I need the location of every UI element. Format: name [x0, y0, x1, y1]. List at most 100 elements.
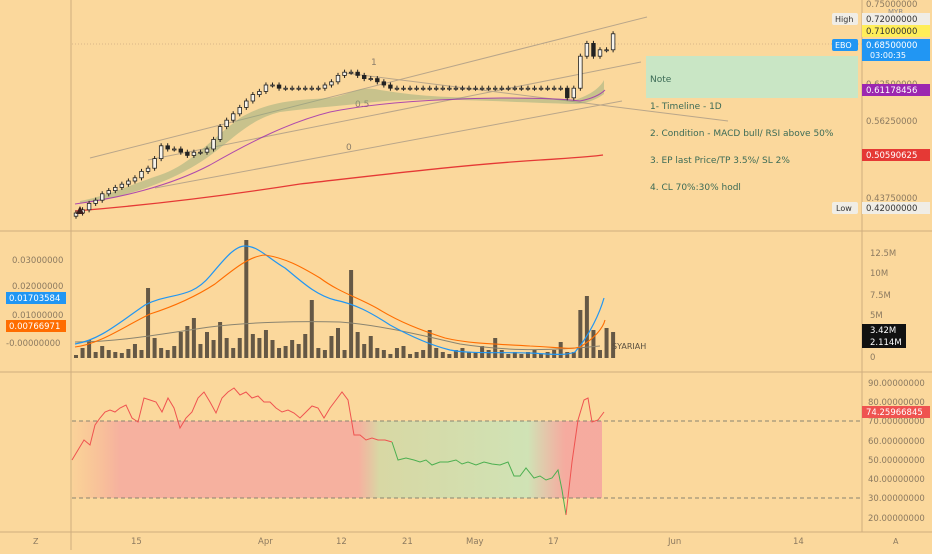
volume-bar[interactable]: [558, 342, 563, 358]
candle[interactable]: [178, 148, 183, 153]
volume-bar[interactable]: [132, 344, 137, 358]
candle[interactable]: [86, 202, 92, 211]
candle[interactable]: [414, 87, 419, 90]
trend-line-down[interactable]: [344, 72, 729, 122]
candle[interactable]: [296, 87, 301, 90]
volume-bar[interactable]: [349, 270, 354, 358]
time-axis-right-button[interactable]: A: [893, 537, 899, 546]
volume-bar[interactable]: [598, 350, 602, 358]
volume-bar[interactable]: [270, 340, 275, 358]
volume-bar[interactable]: [440, 352, 445, 358]
candle[interactable]: [447, 87, 452, 90]
candle[interactable]: [244, 100, 249, 108]
volume-bar[interactable]: [100, 346, 105, 358]
candle[interactable]: [217, 126, 223, 140]
volume-bar[interactable]: [539, 354, 544, 358]
volume-bar[interactable]: [290, 340, 295, 358]
volume-bar[interactable]: [211, 340, 216, 358]
candle[interactable]: [93, 199, 98, 204]
candle[interactable]: [604, 49, 609, 52]
volume-bar[interactable]: [296, 344, 301, 358]
candle[interactable]: [420, 87, 426, 90]
volume-bar[interactable]: [401, 346, 406, 358]
candle[interactable]: [113, 186, 118, 191]
candle[interactable]: [453, 87, 459, 90]
candle[interactable]: [565, 87, 570, 99]
candle[interactable]: [309, 87, 314, 90]
candle[interactable]: [401, 87, 406, 90]
candle[interactable]: [440, 87, 445, 90]
volume-bar[interactable]: [257, 338, 262, 358]
volume-bar[interactable]: [355, 332, 360, 358]
candle[interactable]: [499, 87, 504, 90]
candle[interactable]: [466, 87, 472, 90]
candle[interactable]: [119, 183, 125, 188]
time-axis-left-button[interactable]: Z: [33, 537, 39, 546]
volume-bar[interactable]: [87, 340, 92, 358]
candle[interactable]: [283, 87, 288, 90]
candle[interactable]: [597, 49, 603, 57]
candle[interactable]: [106, 190, 111, 195]
volume-bar[interactable]: [152, 338, 157, 358]
volume-bar[interactable]: [303, 334, 308, 358]
macd-signal-line[interactable]: [74, 254, 606, 349]
volume-axis[interactable]: 12.5M 10M 7.5M 5M 0 3.42M 2.114M: [862, 249, 906, 363]
volume-bar[interactable]: [453, 350, 458, 358]
volume-bar[interactable]: [591, 330, 596, 358]
candle[interactable]: [185, 151, 190, 156]
volume-bar[interactable]: [218, 322, 223, 358]
volume-bar[interactable]: [191, 318, 196, 358]
candle[interactable]: [571, 87, 576, 99]
candle[interactable]: [329, 81, 334, 86]
volume-bar[interactable]: [342, 350, 347, 358]
candle[interactable]: [578, 55, 583, 89]
volume-bar[interactable]: [172, 346, 177, 358]
candle[interactable]: [204, 148, 210, 153]
volume-bar[interactable]: [283, 346, 288, 358]
volume-bar[interactable]: [388, 354, 393, 358]
candle[interactable]: [126, 180, 131, 185]
volume-bar[interactable]: [80, 348, 85, 358]
candle[interactable]: [263, 84, 269, 92]
volume-bar[interactable]: [499, 350, 504, 358]
volume-bar[interactable]: [525, 352, 530, 358]
volume-bar[interactable]: [263, 330, 268, 358]
volume-bar[interactable]: [139, 350, 144, 358]
candle[interactable]: [368, 78, 373, 80]
candle[interactable]: [545, 87, 550, 90]
volume-bar[interactable]: [250, 334, 255, 358]
candle[interactable]: [303, 87, 308, 90]
volume-bar[interactable]: [584, 296, 589, 358]
volume-bar[interactable]: [394, 348, 399, 358]
volume-bar[interactable]: [336, 328, 340, 358]
candle[interactable]: [270, 84, 275, 87]
volume-bar[interactable]: [408, 354, 413, 358]
candle[interactable]: [381, 81, 387, 86]
candle[interactable]: [479, 87, 485, 90]
volume-bar[interactable]: [447, 354, 452, 358]
volume-bar[interactable]: [119, 353, 124, 358]
candle[interactable]: [551, 87, 557, 90]
candle[interactable]: [191, 151, 197, 156]
volume-bar[interactable]: [237, 338, 242, 358]
volume-bar[interactable]: [231, 348, 236, 358]
volume-bar[interactable]: [506, 354, 511, 358]
candle[interactable]: [532, 87, 537, 90]
candle[interactable]: [486, 87, 491, 90]
candle[interactable]: [100, 193, 105, 201]
volume-bar[interactable]: [74, 355, 78, 358]
candle[interactable]: [316, 87, 321, 90]
candle[interactable]: [519, 87, 524, 90]
candle[interactable]: [145, 167, 151, 172]
volume-bar[interactable]: [362, 344, 367, 358]
note-annotation[interactable]: Note 1- Timeline - 1D 2. Condition - MAC…: [646, 56, 858, 193]
candle[interactable]: [237, 107, 242, 115]
volume-bar[interactable]: [159, 348, 164, 358]
volume-bar[interactable]: [375, 348, 380, 358]
volume-bar[interactable]: [178, 332, 183, 358]
candle[interactable]: [73, 212, 79, 217]
candle[interactable]: [348, 71, 354, 74]
volume-bar[interactable]: [165, 350, 170, 358]
rsi-axis[interactable]: 90.00000000 80.00000000 70.00000000 60.0…: [862, 379, 930, 524]
